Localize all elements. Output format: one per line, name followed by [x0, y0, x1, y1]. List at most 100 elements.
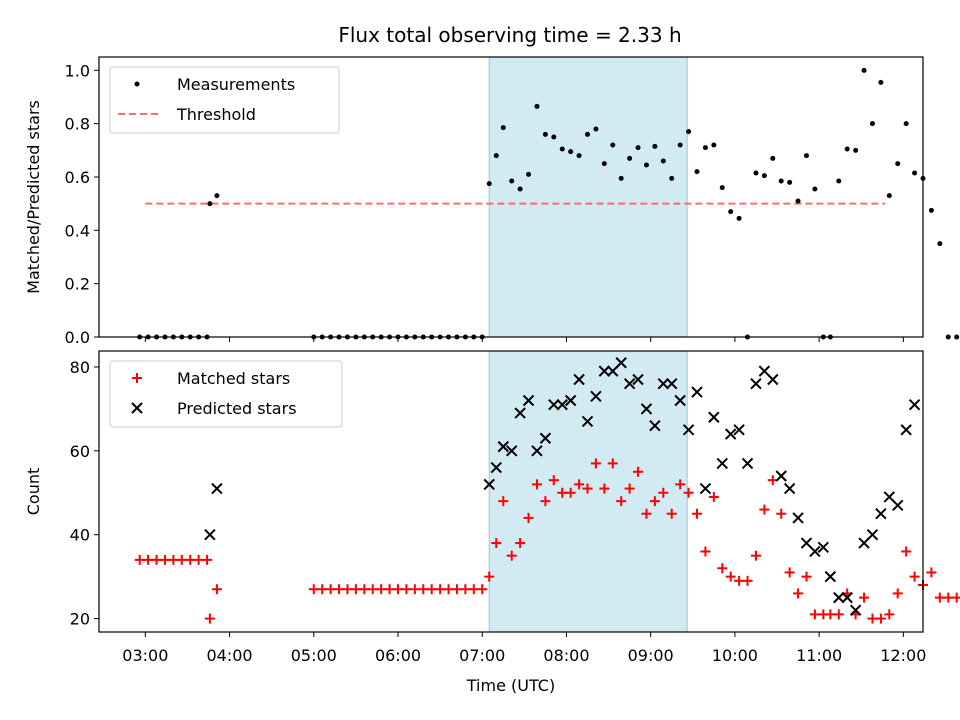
predicted-point-b: [733, 424, 745, 436]
y-tick-label: 0.8: [65, 115, 90, 134]
predicted-point: [716, 457, 728, 470]
matched-point: [548, 475, 559, 486]
axes-frame: [98, 56, 924, 338]
matched-point: [151, 554, 162, 565]
matched-point: [759, 504, 770, 515]
x-tick-label: 12:00: [880, 646, 926, 665]
matched-point: [633, 466, 644, 477]
matched-point: [308, 584, 319, 595]
legend-label: Predicted stars: [177, 399, 297, 418]
matched-point: [658, 487, 669, 498]
predicted-point-b: [564, 394, 577, 407]
measurement-point: [711, 142, 717, 148]
predicted-point-b: [875, 508, 887, 520]
measurement-point: [618, 175, 624, 181]
matched-point: [884, 609, 895, 620]
matched-point: [418, 584, 429, 595]
measurement-point: [869, 121, 875, 127]
matched-point: [159, 554, 170, 565]
predicted-point-b: [800, 537, 813, 549]
measurement-point: [652, 143, 658, 149]
measurement-point: [585, 131, 591, 137]
measurement-point: [844, 146, 850, 152]
predicted-point: [607, 365, 619, 377]
measurement-point: [945, 334, 951, 340]
legend-box: [109, 66, 340, 134]
matched-point: [951, 592, 960, 603]
predicted-point-b: [883, 491, 896, 503]
predicted-point: [875, 508, 887, 520]
matched-point: [143, 554, 154, 565]
matched-point: [599, 483, 610, 494]
predicted-point: [892, 499, 904, 512]
predicted-point-b: [699, 482, 712, 495]
legend-box: [109, 360, 343, 428]
predicted-point: [824, 570, 837, 583]
matched-point: [523, 512, 534, 523]
predicted-point: [883, 491, 896, 503]
predicted-point-b: [483, 478, 495, 491]
matched-point: [717, 563, 728, 574]
predicted-point: [522, 394, 535, 407]
measurement-point: [895, 161, 901, 167]
predicted-point: [556, 398, 568, 411]
measurement-point: [207, 201, 213, 207]
predicted-point-b: [522, 394, 535, 407]
matched-point: [204, 613, 215, 624]
predicted-point: [657, 378, 670, 390]
predicted-point: [783, 482, 796, 495]
matched-point: [557, 487, 568, 498]
predicted-point-b: [741, 457, 754, 470]
predicted-point-b: [682, 424, 695, 436]
y-tick-label: 60: [70, 442, 90, 461]
predicted-point-b: [211, 482, 223, 495]
measurement-point: [753, 170, 759, 176]
legend-label: Measurements: [177, 75, 295, 94]
matched-point: [193, 554, 204, 565]
matched-point: [392, 584, 403, 595]
measurement-point: [803, 153, 809, 159]
predicted-point: [741, 457, 754, 470]
matched-point: [825, 609, 836, 620]
matched-point: [666, 508, 677, 519]
matched-point: [185, 554, 196, 565]
measurement-point: [728, 209, 734, 215]
predicted-point: [817, 541, 830, 553]
predicted-point-b: [691, 386, 703, 398]
predicted-point: [640, 403, 653, 415]
predicted-point-b: [824, 570, 837, 583]
matched-point: [675, 479, 686, 490]
matched-point: [540, 496, 551, 507]
predicted-point: [733, 424, 745, 436]
measurement-point: [853, 147, 859, 153]
matched-point: [401, 584, 412, 595]
predicted-point: [908, 398, 921, 411]
matched-point: [607, 458, 618, 469]
predicted-point-b: [514, 407, 526, 419]
predicted-point-b: [758, 365, 771, 377]
measurement-point: [812, 186, 818, 192]
y-tick-label: 80: [70, 358, 90, 377]
axes-frame: [98, 350, 924, 633]
matched-point: [867, 613, 878, 624]
predicted-point-b: [598, 365, 611, 377]
y-tick-label: 0.2: [65, 275, 90, 294]
measurement-point: [509, 178, 515, 184]
matched-point: [809, 609, 820, 620]
predicted-point: [775, 470, 787, 482]
matched-point: [484, 571, 495, 582]
y-tick-label: 0.0: [65, 328, 90, 347]
predicted-point: [531, 445, 543, 457]
measurement-point: [635, 145, 641, 151]
matched-point: [833, 609, 844, 620]
matched-point: [435, 584, 446, 595]
predicted-point: [514, 407, 526, 419]
predicted-point: [564, 394, 577, 407]
x-tick-label: 06:00: [375, 646, 421, 665]
matched-point: [426, 584, 437, 595]
matched-point: [776, 508, 787, 519]
predicted-point: [666, 378, 678, 390]
predicted-point: [800, 537, 813, 549]
matched-point: [367, 584, 378, 595]
predicted-point: [211, 482, 223, 495]
